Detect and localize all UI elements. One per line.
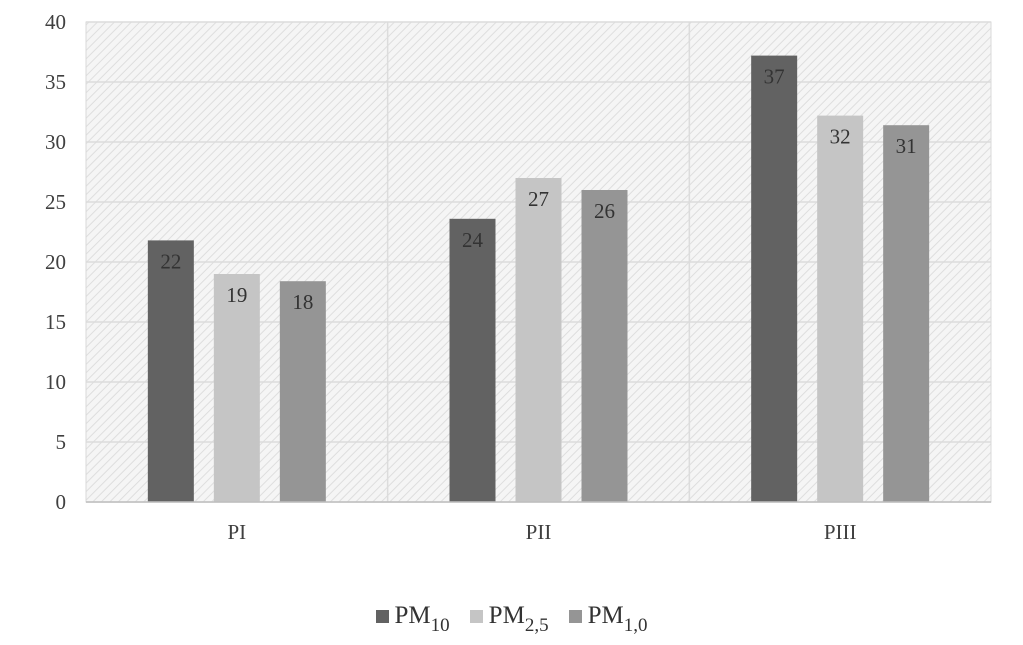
bar	[449, 218, 496, 503]
y-tick-label: 5	[56, 430, 67, 454]
bar	[581, 190, 628, 502]
legend-swatch	[375, 609, 389, 623]
data-label: 18	[292, 290, 313, 314]
y-tick-label: 30	[45, 130, 66, 154]
legend-item: PM2,5	[469, 602, 549, 636]
x-tick-label: PI	[227, 520, 246, 544]
y-axis: 0 5 10 15 20 25 30 35 40	[45, 10, 66, 514]
data-label: 27	[528, 187, 549, 211]
data-label: 32	[830, 125, 851, 149]
data-label: 24	[462, 228, 484, 252]
bar	[147, 240, 194, 502]
y-tick-label: 10	[45, 370, 66, 394]
bar	[883, 125, 930, 502]
legend-label-base: PM	[488, 602, 525, 629]
legend-swatch	[568, 609, 582, 623]
bar	[279, 281, 326, 502]
y-tick-label: 15	[45, 310, 66, 334]
x-axis: PI PII PIII	[86, 501, 991, 544]
legend-label-subscript: 1,0	[623, 615, 648, 636]
legend-label-base: PM	[394, 602, 431, 629]
bar	[515, 178, 562, 502]
data-label: 37	[764, 65, 785, 89]
legend-label-subscript: 10	[430, 615, 450, 636]
legend-label: PM10	[394, 602, 450, 636]
bar	[213, 274, 260, 502]
bar	[817, 115, 864, 502]
legend-label: PM1,0	[587, 602, 648, 636]
data-label: 26	[594, 199, 615, 223]
data-label: 22	[160, 249, 181, 273]
bar	[751, 55, 798, 502]
bars: 22 19 18 24 27 26 37 32 31	[147, 55, 930, 503]
legend-label: PM2,5	[488, 602, 549, 636]
legend-item: PM10	[375, 602, 450, 636]
legend: PM10 PM2,5 PM1,0	[0, 594, 1023, 638]
legend-label-base: PM	[587, 602, 624, 629]
x-tick-label: PII	[526, 520, 552, 544]
legend-label-subscript: 2,5	[524, 615, 549, 636]
x-tick-label: PIII	[824, 520, 857, 544]
legend-swatch	[469, 609, 483, 623]
y-tick-label: 20	[45, 250, 66, 274]
legend-item: PM1,0	[568, 602, 648, 636]
y-tick-label: 40	[45, 10, 66, 34]
data-label: 31	[896, 134, 917, 158]
y-tick-label: 25	[45, 190, 66, 214]
y-tick-label: 35	[45, 70, 66, 94]
data-label: 19	[226, 283, 247, 307]
y-tick-label: 0	[56, 490, 67, 514]
